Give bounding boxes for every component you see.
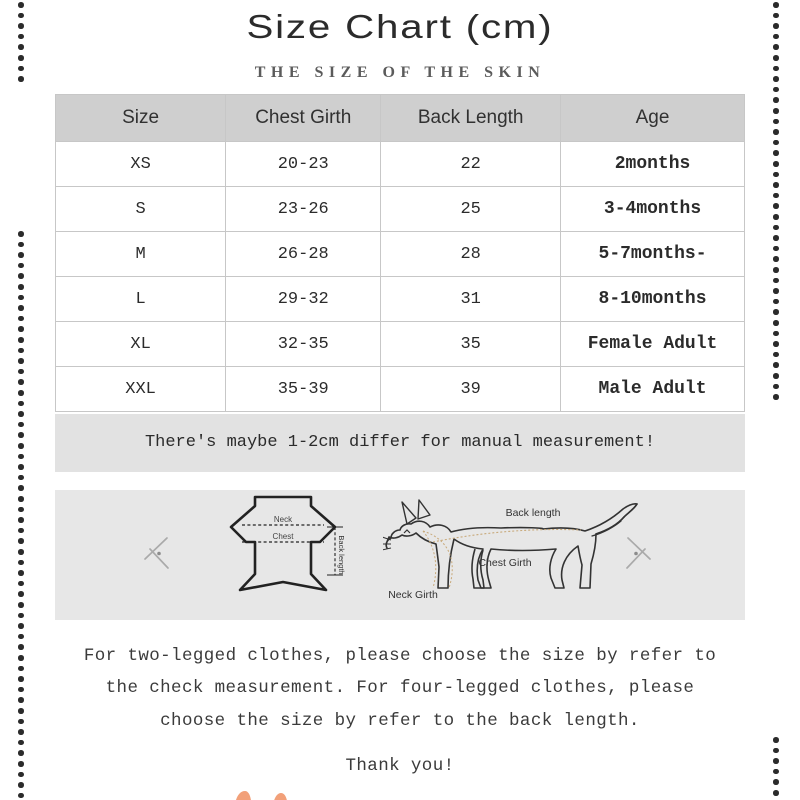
svg-text:Back length: Back length bbox=[337, 535, 345, 574]
svg-text:Neck: Neck bbox=[274, 515, 293, 524]
svg-text:Back length: Back length bbox=[506, 507, 561, 519]
svg-text:Chest Girth: Chest Girth bbox=[478, 557, 531, 569]
svg-text:Neck Girth: Neck Girth bbox=[388, 589, 438, 601]
svg-text:Chest: Chest bbox=[273, 532, 295, 541]
